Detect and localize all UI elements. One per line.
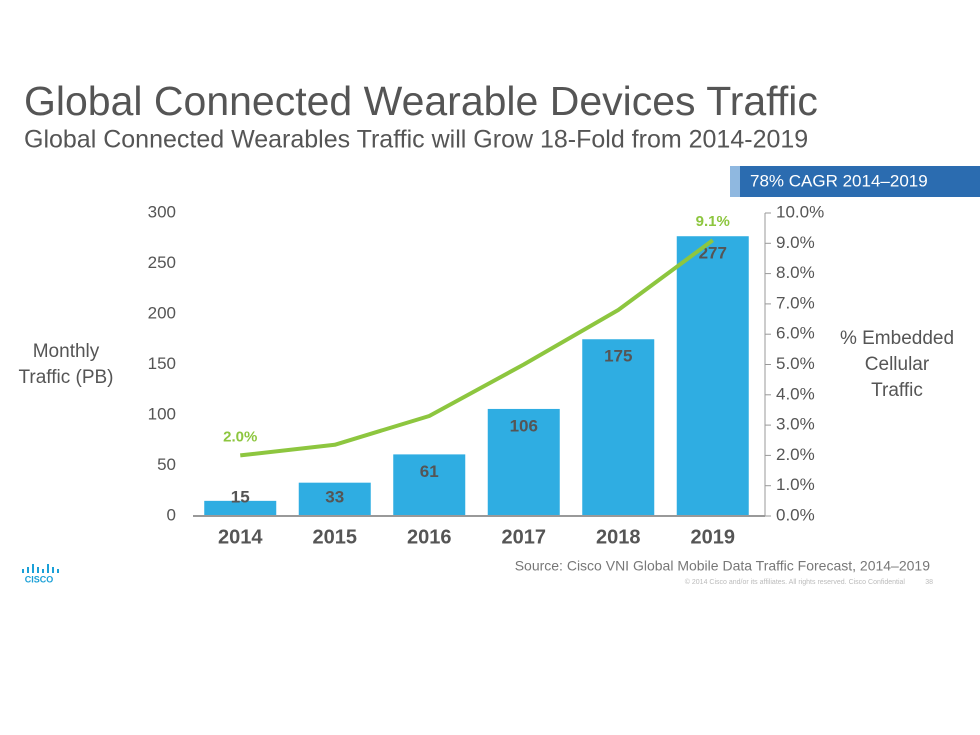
y2-axis-label: Traffic: [871, 380, 923, 401]
y-tick-label: 0: [167, 505, 176, 524]
bar: [393, 454, 466, 516]
x-tick-label: 2017: [502, 526, 547, 548]
x-tick-label: 2019: [691, 526, 736, 548]
bar-value-label: 106: [510, 416, 538, 435]
y-axis-label: Traffic (PB): [18, 367, 113, 388]
y2-tick-label: 1.0%: [776, 475, 815, 494]
y2-tick-label: 7.0%: [776, 293, 815, 312]
y2-tick-label: 4.0%: [776, 384, 815, 403]
y-axis-label: Monthly: [33, 341, 100, 362]
bar-value-label: 175: [604, 347, 632, 366]
bar-value-label: 277: [699, 244, 727, 263]
y-tick-label: 150: [148, 354, 176, 373]
y2-axis-label: % Embedded: [840, 328, 954, 349]
logo-bars: [22, 564, 59, 573]
bar: [676, 236, 749, 517]
x-tick-label: 2016: [407, 526, 452, 548]
bar: [487, 408, 560, 516]
y-tick-label: 100: [148, 404, 176, 423]
line: [240, 238, 714, 458]
badge-bg: [730, 166, 980, 197]
line-value-label: 9.1%: [696, 213, 730, 230]
y2-axis-label: Cellular: [865, 354, 930, 375]
x-tick-label: 2014: [218, 526, 263, 548]
footer: © 2014 Cisco and/or its affiliates. All …: [685, 578, 906, 586]
logo: CISCO: [25, 574, 54, 584]
y-tick-label: 250: [148, 253, 176, 272]
y-tick-label: 300: [148, 202, 176, 221]
x-tick-label: 2018: [596, 526, 641, 548]
y2-tick-label: 3.0%: [776, 415, 815, 434]
badge: 78% CAGR 2014–2019: [750, 171, 928, 190]
y2-tick-label: 6.0%: [776, 324, 815, 343]
y2-tick-label: 9.0%: [776, 233, 815, 252]
page-number: 38: [925, 579, 933, 586]
y2-tick-label: 2.0%: [776, 445, 815, 464]
y2-tick-label: 5.0%: [776, 354, 815, 373]
y-tick-label: 200: [148, 303, 176, 322]
line-value-label: 2.0%: [223, 428, 257, 445]
bar-value-label: 15: [231, 487, 250, 506]
x-tick-label: 2015: [313, 526, 358, 548]
bar: [298, 482, 371, 516]
bar: [582, 339, 655, 516]
y2-tick-label: 8.0%: [776, 263, 815, 282]
y-tick-label: 50: [157, 455, 176, 474]
source: Source: Cisco VNI Global Mobile Data Tra…: [515, 558, 930, 574]
subtitle: Global Connected Wearables Traffic will …: [24, 126, 808, 154]
y2-tick-label: 0.0%: [776, 505, 815, 524]
bar-value-label: 33: [325, 487, 344, 506]
badge-strip: [730, 166, 740, 197]
bar-value-label: 61: [420, 462, 439, 481]
title: Global Connected Wearable Devices Traffi…: [24, 78, 818, 124]
bar: [204, 500, 277, 516]
y2-tick-label: 10.0%: [776, 202, 824, 221]
